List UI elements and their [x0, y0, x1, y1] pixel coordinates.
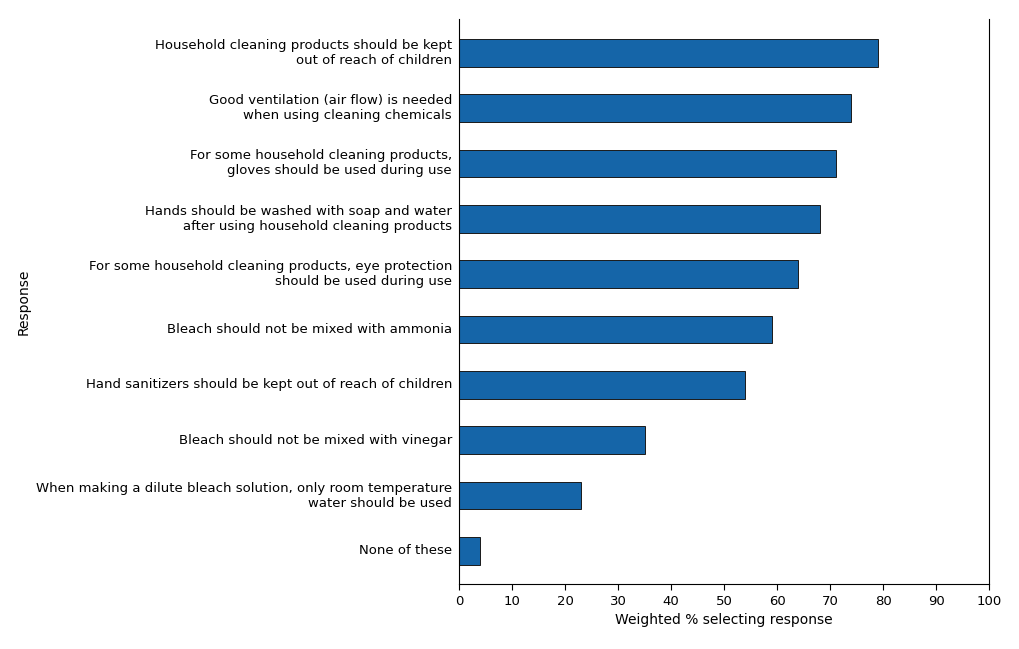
Bar — [459, 482, 581, 509]
Bar — [459, 94, 851, 122]
Bar — [459, 205, 819, 232]
Bar — [459, 371, 745, 398]
Bar — [459, 315, 771, 343]
X-axis label: Weighted % selecting response: Weighted % selecting response — [614, 613, 833, 627]
Bar — [459, 537, 480, 565]
Bar — [459, 149, 835, 177]
Bar — [459, 39, 877, 67]
Y-axis label: Response: Response — [16, 269, 31, 335]
Bar — [459, 260, 798, 288]
Bar — [459, 426, 644, 454]
